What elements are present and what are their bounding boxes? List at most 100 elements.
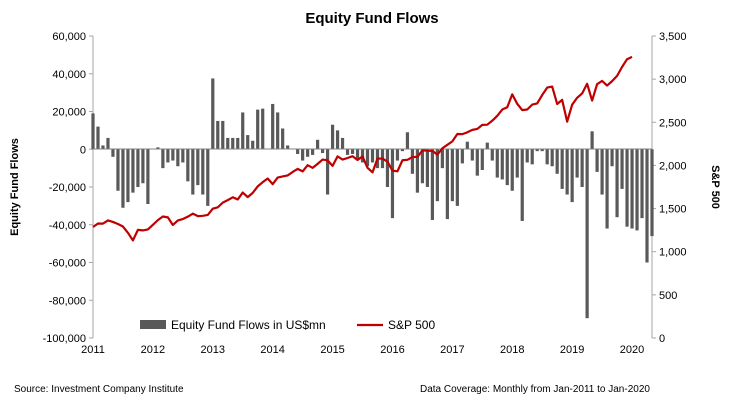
left-tick-label: -20,000	[49, 182, 86, 194]
footer-coverage: Data Coverage: Monthly from Jan-2011 to …	[420, 384, 650, 395]
flow-bar	[316, 139, 320, 150]
right-tick-label: 2,500	[659, 117, 687, 129]
right-tick-label: 2,000	[659, 160, 687, 172]
flow-bar	[580, 149, 584, 187]
x-tick-label: 2020	[620, 344, 644, 356]
left-tick-label: 60,000	[52, 31, 86, 43]
flow-bar	[141, 149, 145, 184]
flow-bar	[540, 149, 544, 152]
flow-bar	[335, 130, 340, 150]
left-tick-label: -60,000	[49, 258, 86, 270]
flow-bar	[475, 149, 479, 176]
flow-bar	[510, 149, 514, 191]
x-tick-label: 2018	[500, 344, 524, 356]
flow-bar	[126, 149, 130, 203]
flow-bar	[575, 149, 579, 178]
flow-bar	[515, 149, 519, 178]
flow-bar	[236, 137, 240, 150]
flow-bar	[415, 149, 420, 193]
flow-bar	[370, 149, 375, 163]
flow-bar	[196, 149, 200, 186]
flow-bar	[166, 149, 170, 163]
flow-bar	[385, 149, 390, 187]
flow-bar	[625, 149, 629, 227]
flow-bar	[206, 149, 210, 206]
flow-bar	[560, 149, 564, 189]
flow-bar	[485, 142, 489, 150]
right-tick-label: 3,500	[659, 31, 687, 43]
flow-bar	[425, 149, 429, 187]
flow-bar	[460, 149, 464, 164]
flow-bar	[620, 149, 624, 189]
flow-bar	[395, 149, 400, 161]
flow-bar	[480, 149, 484, 171]
legend-swatch-flows	[140, 320, 166, 329]
flow-bar	[146, 149, 150, 204]
flow-bar	[246, 135, 250, 150]
flow-bar	[325, 149, 330, 195]
flow-bar	[106, 137, 110, 150]
flow-bar	[231, 137, 235, 150]
flow-bar	[91, 113, 95, 150]
flow-bar	[490, 149, 494, 161]
flow-bar	[565, 149, 569, 195]
flow-bar	[181, 149, 185, 163]
flow-bar	[121, 149, 125, 208]
flow-bar	[535, 149, 539, 152]
flow-bar	[455, 149, 459, 206]
flow-bar	[555, 149, 559, 174]
flow-bar	[345, 149, 350, 155]
flow-bar	[420, 149, 425, 184]
flow-bar	[525, 149, 529, 163]
flow-bar	[445, 149, 449, 220]
right-tick-label: 1,000	[659, 247, 687, 259]
flow-bar	[545, 149, 549, 165]
flow-bar	[311, 149, 315, 155]
flow-bar	[590, 131, 594, 150]
flow-bar	[615, 149, 619, 218]
flow-bar	[470, 149, 474, 161]
flow-bar	[306, 149, 310, 157]
x-tick-label: 2014	[260, 344, 284, 356]
x-tick-label: 2011	[81, 344, 105, 356]
flow-bar	[350, 149, 355, 154]
flow-bar	[241, 112, 245, 150]
sp500-line	[92, 55, 633, 242]
flow-bar	[271, 103, 275, 150]
flow-bars	[91, 78, 654, 319]
left-tick-label: -40,000	[49, 220, 86, 232]
flow-bar	[640, 149, 644, 219]
footer-source: Source: Investment Company Institute	[14, 384, 184, 395]
flow-bar	[261, 108, 265, 150]
flow-bar	[201, 149, 205, 195]
flow-bar	[221, 120, 225, 150]
left-tick-label: 0	[80, 144, 86, 156]
flow-bar	[96, 126, 100, 150]
flow-bar	[256, 109, 260, 150]
flow-bar	[600, 149, 604, 195]
flow-bar	[365, 149, 370, 167]
flow-bar	[595, 149, 599, 172]
flow-bar	[520, 149, 524, 221]
flow-bar	[405, 132, 410, 150]
left-tick-label: 20,000	[52, 107, 86, 119]
flow-bar	[570, 149, 574, 203]
right-axis-ticks: 0 500 1,000 1,500 2,000 2,500 3,000 3,500	[652, 31, 687, 345]
flow-bar	[400, 149, 405, 152]
x-tick-label: 2016	[380, 344, 404, 356]
flow-bar	[186, 149, 190, 182]
flow-bar	[500, 149, 504, 180]
y-right-axis-title: S&P 500	[709, 165, 721, 209]
chart-title: Equity Fund Flows	[305, 10, 438, 27]
flow-bar	[450, 149, 454, 202]
flow-bar	[585, 149, 589, 319]
left-tick-label: -100,000	[43, 333, 86, 345]
flow-bar	[226, 137, 230, 150]
right-tick-label: 1,500	[659, 204, 687, 216]
flow-bar	[211, 78, 215, 150]
flow-bar	[430, 149, 434, 221]
flow-bar	[505, 149, 509, 186]
flow-bar	[330, 124, 335, 150]
flow-bar	[465, 141, 469, 150]
flow-bar	[390, 149, 395, 219]
